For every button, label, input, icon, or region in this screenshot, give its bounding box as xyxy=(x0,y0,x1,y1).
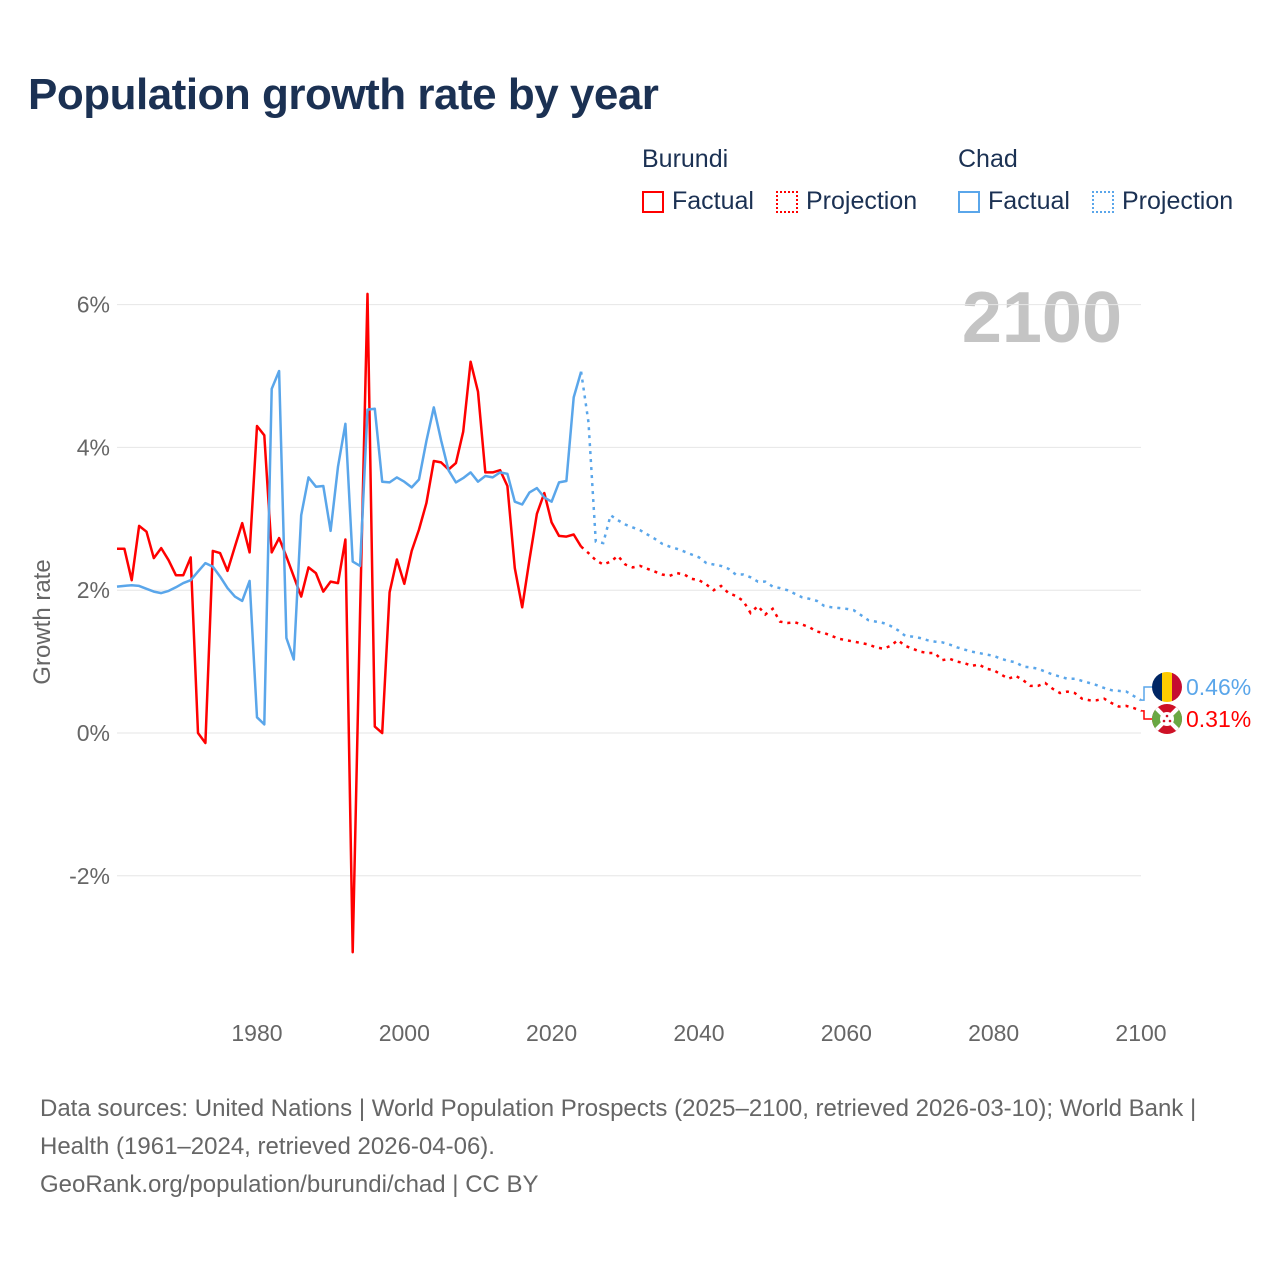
y-tick-label: -2% xyxy=(69,863,110,889)
chad-flag-icon xyxy=(1152,672,1182,702)
x-tick-label: 2040 xyxy=(673,1020,724,1046)
burundi-end-connector xyxy=(1141,710,1153,720)
x-tick-label: 2060 xyxy=(821,1020,872,1046)
legend-swatch xyxy=(642,190,664,213)
chad-factual-line xyxy=(116,369,583,726)
burundi-end-value-label: 0.31% xyxy=(1186,706,1251,732)
legend-label: Factual xyxy=(672,187,754,215)
legend-item-chad-projection[interactable]: Projection xyxy=(1092,187,1233,216)
footer: Data sources: United Nations | World Pop… xyxy=(40,1090,1240,1204)
chad-end-value-label: 0.46% xyxy=(1186,674,1251,700)
x-tick-label: 1980 xyxy=(231,1020,282,1046)
x-tick-label: 2100 xyxy=(1115,1020,1166,1046)
burundi-flag-icon xyxy=(1152,704,1182,734)
legend-label: Factual xyxy=(988,187,1070,215)
legend-heading: Chad xyxy=(958,145,1018,173)
current-year-watermark: 2100 xyxy=(962,278,1122,358)
attribution-link[interactable]: GeoRank.org/population/burundi/chad | CC… xyxy=(40,1171,539,1198)
burundi-projection-line xyxy=(580,545,1142,713)
legend-item-chad-factual[interactable]: Factual xyxy=(958,187,1070,216)
data-sources: Data sources: United Nations | World Pop… xyxy=(40,1095,1197,1160)
y-tick-label: 6% xyxy=(77,292,110,318)
legend-label: Projection xyxy=(1122,187,1234,215)
legend-heading: Burundi xyxy=(642,145,729,173)
chart-title: Population growth rate by year xyxy=(28,70,659,119)
legend-item-burundi-projection[interactable]: Projection xyxy=(776,187,917,216)
x-tick-label: 2080 xyxy=(968,1020,1019,1046)
legend-item-burundi-factual[interactable]: Factual xyxy=(642,187,754,216)
chad-end-connector xyxy=(1141,686,1153,701)
y-tick-label: 2% xyxy=(77,577,110,603)
y-tick-label: 4% xyxy=(77,434,110,460)
legend-swatch xyxy=(776,190,798,213)
chad-projection-line xyxy=(579,371,1142,702)
legend-swatch xyxy=(1092,190,1114,213)
legend-label: Projection xyxy=(806,187,918,215)
y-axis-label: Growth rate xyxy=(29,559,56,684)
legend-swatch xyxy=(958,190,980,213)
y-tick-label: 0% xyxy=(77,720,110,746)
burundi-factual-line xyxy=(117,292,583,954)
x-tick-label: 2020 xyxy=(526,1020,577,1046)
x-tick-label: 2000 xyxy=(379,1020,430,1046)
